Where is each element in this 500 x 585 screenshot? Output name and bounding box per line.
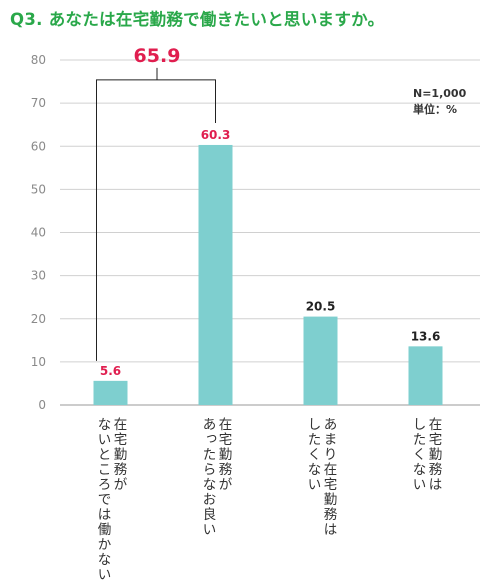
category-char: り bbox=[324, 447, 338, 463]
value-label: 20.5 bbox=[306, 300, 336, 314]
bracket-line bbox=[96, 79, 216, 361]
category-char: 在 bbox=[219, 417, 233, 433]
category-char: く bbox=[413, 447, 427, 463]
category-char: は bbox=[324, 522, 338, 538]
sample-size-note: N=1,000 bbox=[413, 87, 467, 100]
category-char: ろ bbox=[98, 477, 112, 493]
category-char: は bbox=[98, 507, 112, 523]
category-char: た bbox=[203, 447, 217, 463]
category-char: 宅 bbox=[429, 432, 443, 448]
page-title: Q3. あなたは在宅勤務で働きたいと思いますか。 bbox=[10, 10, 385, 29]
value-label: 5.6 bbox=[100, 364, 121, 378]
category-char: 勤 bbox=[219, 447, 233, 463]
category-char: あ bbox=[324, 417, 338, 433]
category-char: ま bbox=[324, 432, 338, 448]
combined-value: 65.9 bbox=[134, 45, 181, 67]
category-char: 良 bbox=[203, 507, 217, 523]
y-tick-label: 50 bbox=[31, 182, 46, 196]
category-char: 在 bbox=[114, 417, 128, 433]
value-label: 13.6 bbox=[411, 329, 441, 343]
category-char: 務 bbox=[219, 462, 233, 478]
bar bbox=[198, 144, 233, 406]
category-char: た bbox=[413, 432, 427, 448]
category-char: が bbox=[114, 477, 128, 493]
category-char: 勤 bbox=[429, 447, 443, 463]
bar bbox=[408, 346, 443, 405]
category-char: な bbox=[203, 477, 217, 493]
category-char: し bbox=[413, 417, 427, 433]
category-char: 在 bbox=[429, 417, 443, 433]
category-char: あ bbox=[203, 417, 217, 433]
y-tick-label: 60 bbox=[31, 139, 46, 153]
bar bbox=[93, 380, 128, 405]
category-char: い bbox=[203, 522, 217, 538]
category-char: 務 bbox=[324, 507, 338, 523]
category-char: っ bbox=[205, 430, 219, 446]
category-char: ら bbox=[203, 462, 217, 478]
category-char: な bbox=[98, 417, 112, 433]
y-axis-ticks: 0 10 20 30 40 50 60 70 80 bbox=[31, 53, 46, 412]
category-labels: 在宅勤務がないところでは働かない在宅勤務があったらなお良いあまり在宅勤務はしたく… bbox=[98, 417, 443, 583]
category-char: こ bbox=[98, 462, 112, 478]
category-char: な bbox=[413, 462, 427, 478]
category-char: い bbox=[308, 477, 322, 493]
category-char: と bbox=[98, 447, 112, 463]
value-label: 60.3 bbox=[201, 128, 231, 142]
category-char: い bbox=[413, 477, 427, 493]
y-tick-label: 0 bbox=[38, 398, 46, 412]
gridlines bbox=[60, 59, 480, 363]
category-char: な bbox=[98, 552, 112, 568]
category-char: 勤 bbox=[114, 447, 128, 463]
y-tick-label: 30 bbox=[31, 269, 46, 283]
category-char: い bbox=[98, 432, 112, 448]
bar bbox=[303, 316, 338, 405]
category-char: な bbox=[308, 462, 322, 478]
category-char: た bbox=[308, 432, 322, 448]
y-tick-label: 10 bbox=[31, 355, 46, 369]
category-char: 務 bbox=[114, 462, 128, 478]
category-char: 勤 bbox=[324, 492, 338, 508]
category-char: 宅 bbox=[114, 432, 128, 448]
category-char: い bbox=[98, 567, 112, 583]
combined-bracket: 65.9 bbox=[96, 45, 216, 361]
category-char: は bbox=[429, 477, 443, 493]
category-char: し bbox=[308, 417, 322, 433]
category-char: お bbox=[203, 492, 217, 508]
category-char: で bbox=[98, 492, 112, 508]
category-char: 在 bbox=[324, 462, 338, 478]
unit-note: 単位：% bbox=[413, 102, 457, 116]
y-tick-label: 40 bbox=[31, 226, 46, 240]
category-char: か bbox=[98, 537, 112, 553]
value-labels: 5.6 60.3 20.5 13.6 bbox=[100, 128, 440, 378]
category-char: 働 bbox=[98, 522, 112, 538]
category-char: 宅 bbox=[219, 432, 233, 448]
category-char: 宅 bbox=[324, 477, 338, 493]
category-char: が bbox=[219, 477, 233, 493]
y-tick-label: 20 bbox=[31, 312, 46, 326]
bars bbox=[93, 144, 443, 406]
category-char: く bbox=[308, 447, 322, 463]
y-tick-label: 70 bbox=[31, 96, 46, 110]
y-tick-label: 80 bbox=[31, 53, 46, 67]
category-char: 務 bbox=[429, 462, 443, 478]
